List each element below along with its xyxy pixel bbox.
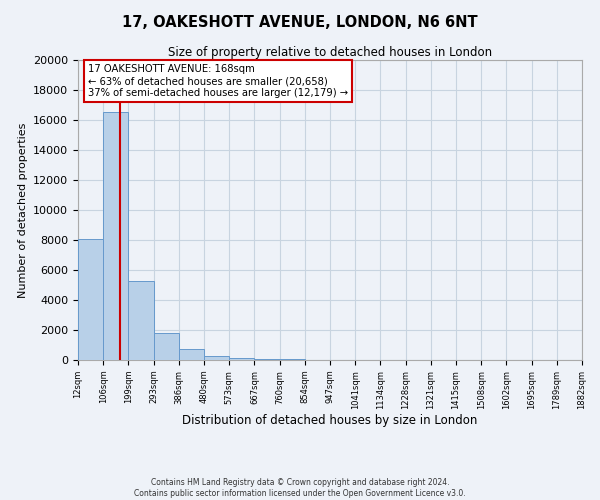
- Bar: [254, 358, 280, 360]
- Text: 17 OAKESHOTT AVENUE: 168sqm
← 63% of detached houses are smaller (20,658)
37% of: 17 OAKESHOTT AVENUE: 168sqm ← 63% of det…: [88, 64, 348, 98]
- Y-axis label: Number of detached properties: Number of detached properties: [17, 122, 28, 298]
- Bar: [280, 359, 305, 360]
- Text: Contains HM Land Registry data © Crown copyright and database right 2024.
Contai: Contains HM Land Registry data © Crown c…: [134, 478, 466, 498]
- Text: 17, OAKESHOTT AVENUE, LONDON, N6 6NT: 17, OAKESHOTT AVENUE, LONDON, N6 6NT: [122, 15, 478, 30]
- Bar: [78, 238, 103, 360]
- Bar: [204, 356, 229, 360]
- Bar: [154, 333, 179, 360]
- X-axis label: Distribution of detached houses by size in London: Distribution of detached houses by size …: [182, 414, 478, 428]
- Bar: [103, 112, 128, 360]
- Bar: [229, 358, 254, 360]
- Bar: [179, 349, 204, 360]
- Title: Size of property relative to detached houses in London: Size of property relative to detached ho…: [168, 46, 492, 59]
- Bar: [128, 280, 154, 360]
